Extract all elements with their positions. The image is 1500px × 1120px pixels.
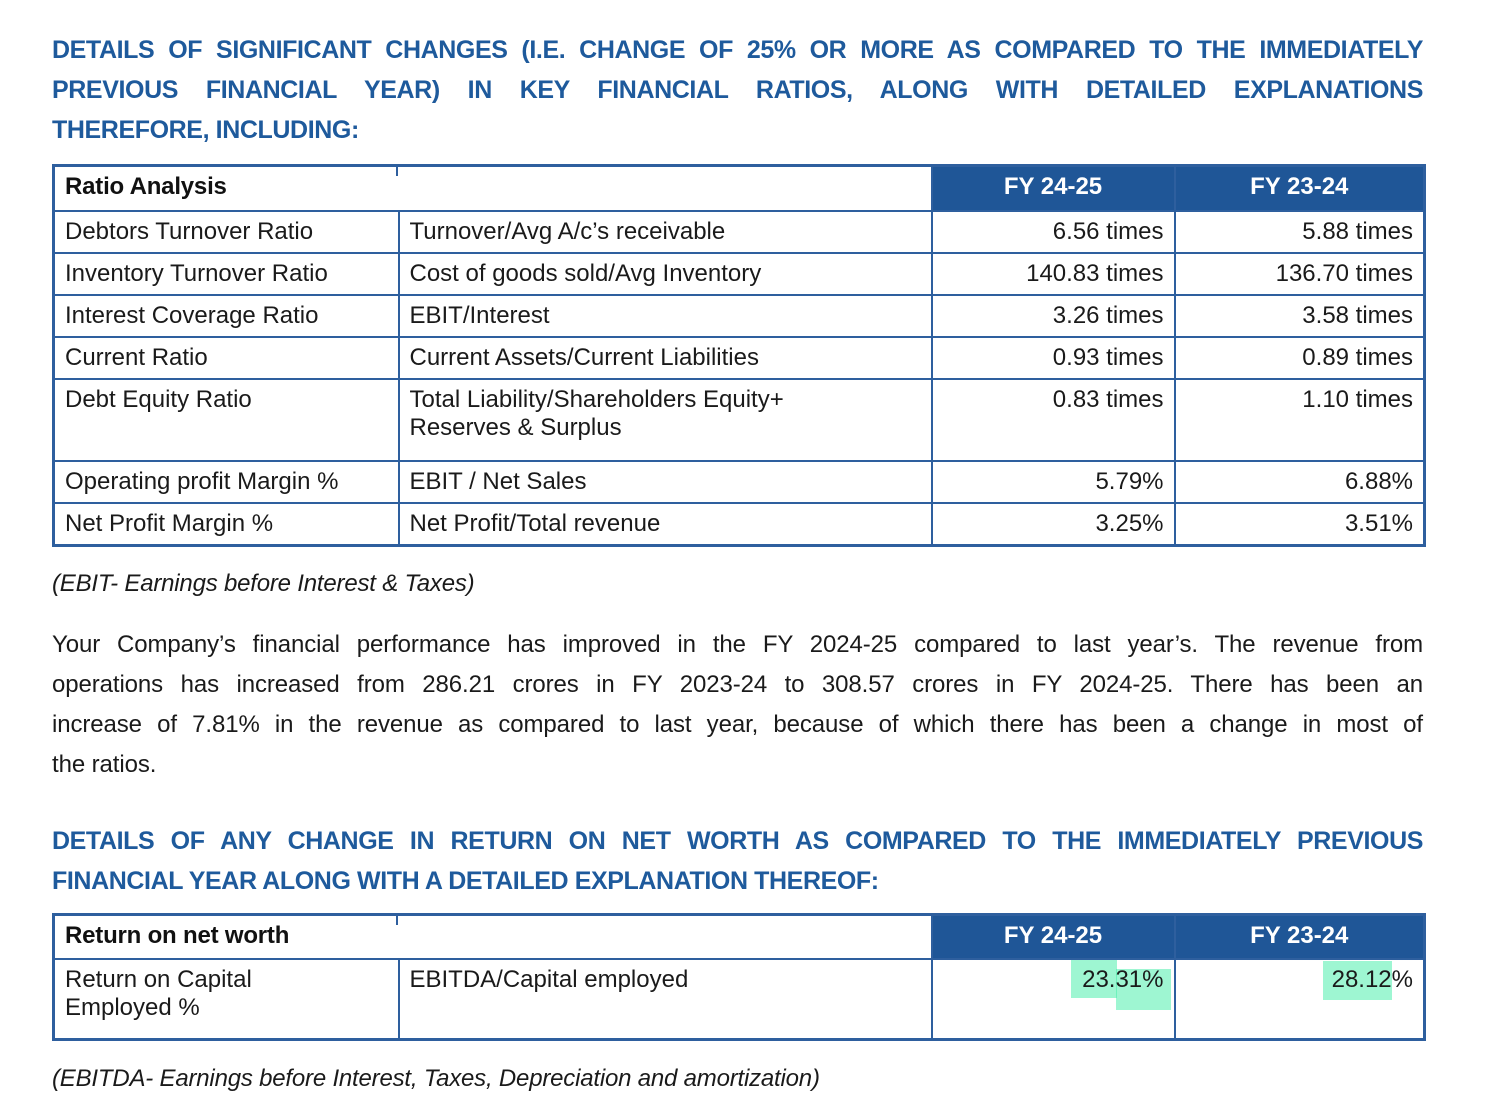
fy2425-value-cell: 5.79% — [930, 459, 1176, 504]
ratio-name-cell: Operating profit Margin % — [52, 459, 400, 504]
formula-cell: Cost of goods sold/Avg Inventory — [397, 251, 933, 296]
performance-paragraph: Your Company’s financial performance has… — [52, 630, 1423, 778]
formula-cell: EBITDA/Capital employed — [397, 958, 933, 1040]
ratio-analysis-table: Ratio Analysis FY 24-25 FY 23-24 Debtors… — [52, 164, 1427, 547]
fy2425-value-cell: 6.56 times — [930, 209, 1176, 254]
formula-cell: Net Profit/Total revenue — [397, 501, 933, 546]
formula-cell: EBIT/Interest — [397, 293, 933, 338]
fy2425-value-cell: 3.25% — [930, 501, 1176, 546]
ratio-name-cell: Interest Coverage Ratio — [52, 293, 400, 338]
fy2425-value-cell: 0.93 times — [930, 335, 1176, 380]
table-title-cell: Return on net worth — [52, 913, 933, 960]
ratio-name-cell: Debt Equity Ratio — [52, 377, 400, 462]
fy2324-value-cell: 1.10 times — [1173, 377, 1426, 462]
column-header-fy2425: FY 24-25 — [930, 913, 1176, 960]
table-row: Current Ratio Current Assets/Current Lia… — [52, 335, 1426, 380]
highlight-mark — [1116, 969, 1171, 1010]
return-on-net-worth-table: Return on net worth FY 24-25 FY 23-24 Re… — [52, 912, 1426, 1041]
fy2324-value-cell: 5.88 times — [1173, 209, 1426, 254]
table-header-row: Ratio Analysis FY 24-25 FY 23-24 — [52, 164, 1426, 212]
table-row: Inventory Turnover Ratio Cost of goods s… — [52, 251, 1426, 296]
formula-cell: EBIT / Net Sales — [397, 459, 933, 504]
highlight-mark — [1322, 961, 1392, 1000]
highlighted-value: 28.12% — [1322, 961, 1413, 1000]
table-row: Debt Equity Ratio Total Liability/Shareh… — [52, 377, 1426, 462]
fy2425-value-cell: 23.31% — [930, 958, 1176, 1040]
highlighted-value: 23.31% — [1071, 960, 1171, 1010]
ratio-name-cell: Inventory Turnover Ratio — [52, 251, 400, 296]
table-header-row: Return on net worth FY 24-25 FY 23-24 — [52, 913, 1426, 960]
ratio-name-cell: Return on Capital Employed % — [52, 958, 400, 1040]
fy2324-value-cell: 28.12% — [1173, 958, 1426, 1040]
fy2425-value-cell: 3.26 times — [930, 293, 1176, 338]
document-page: DETAILS OF SIGNIFICANT CHANGES (I.E. CHA… — [52, 30, 1427, 1094]
highlight-mark — [1071, 960, 1117, 998]
fy2324-value-cell: 0.89 times — [1173, 335, 1426, 380]
section1-heading: DETAILS OF SIGNIFICANT CHANGES (I.E. CHA… — [52, 36, 1423, 144]
fy2324-value-cell: 6.88% — [1173, 459, 1426, 504]
fy2425-value-cell: 140.83 times — [930, 251, 1176, 296]
section2-heading: DETAILS OF ANY CHANGE IN RETURN ON NET W… — [52, 826, 1423, 895]
ebit-footnote: (EBIT- Earnings before Interest & Taxes) — [52, 569, 475, 597]
ratio-name-cell: Current Ratio — [52, 335, 400, 380]
fy2324-value-cell: 3.58 times — [1173, 293, 1426, 338]
table-row: Interest Coverage Ratio EBIT/Interest 3.… — [52, 293, 1426, 338]
table-row: Net Profit Margin % Net Profit/Total rev… — [52, 501, 1426, 546]
fy2324-value-cell: 3.51% — [1173, 501, 1426, 546]
column-header-fy2324: FY 23-24 — [1173, 164, 1426, 212]
table-row: Return on Capital Employed % EBITDA/Capi… — [52, 958, 1426, 1040]
table-title-cell: Ratio Analysis — [52, 164, 933, 212]
ratio-name-cell: Net Profit Margin % — [52, 501, 400, 546]
table-row: Operating profit Margin % EBIT / Net Sal… — [52, 459, 1426, 504]
formula-cell: Current Assets/Current Liabilities — [397, 335, 933, 380]
ratio-name-cell: Debtors Turnover Ratio — [52, 209, 400, 254]
fy2324-value-cell: 136.70 times — [1173, 251, 1426, 296]
ebitda-footnote: (EBITDA- Earnings before Interest, Taxes… — [52, 1064, 820, 1092]
formula-cell: Turnover/Avg A/c’s receivable — [397, 209, 933, 254]
column-header-fy2324: FY 23-24 — [1173, 913, 1426, 960]
fy2425-value-cell: 0.83 times — [930, 377, 1176, 462]
table-row: Debtors Turnover Ratio Turnover/Avg A/c’… — [52, 209, 1426, 254]
formula-cell: Total Liability/Shareholders Equity+ Res… — [397, 377, 933, 462]
column-header-fy2425: FY 24-25 — [930, 164, 1176, 212]
